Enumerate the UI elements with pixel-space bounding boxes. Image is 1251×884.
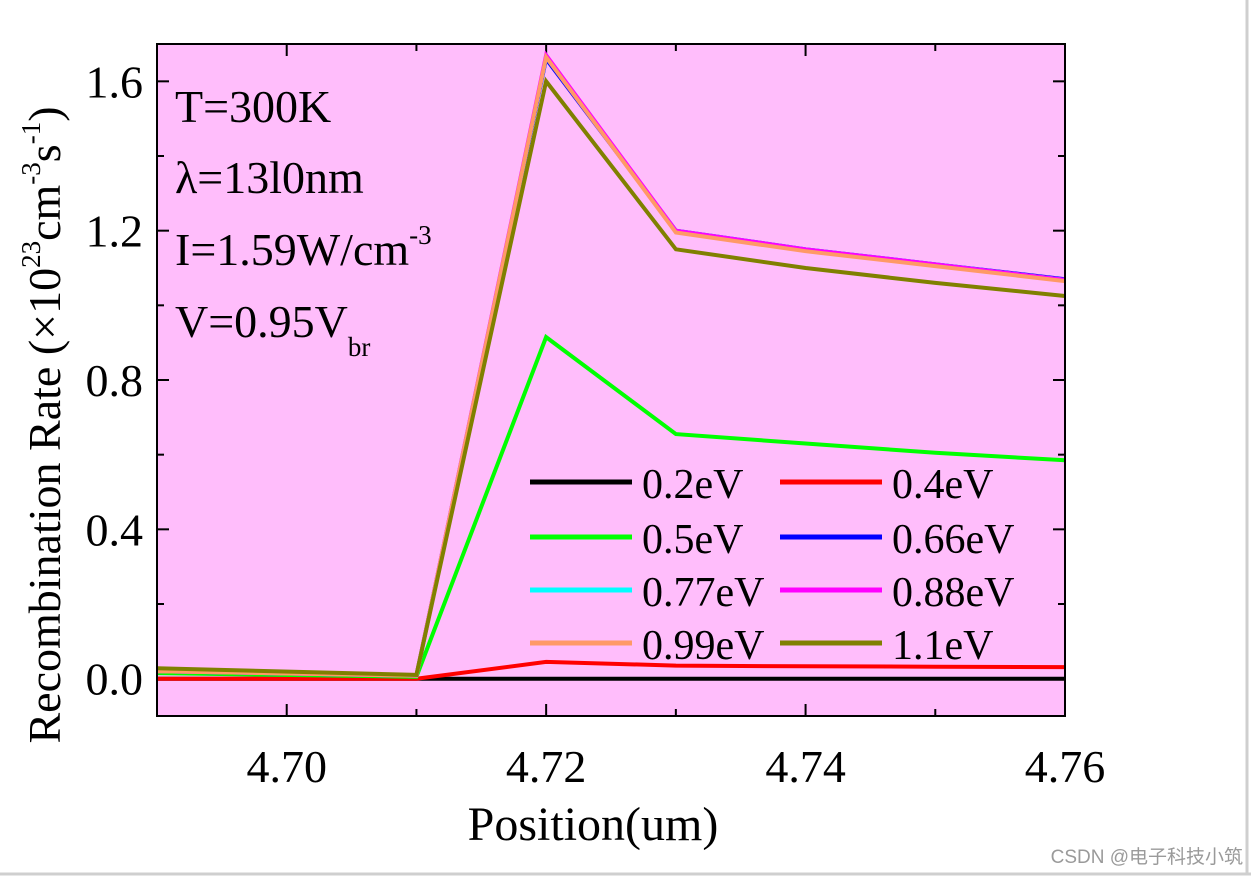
y-tick-label: 0.4 <box>86 504 144 555</box>
x-tick-label: 4.76 <box>1025 741 1106 792</box>
legend-label-0-88eV: 0.88eV <box>892 570 1014 616</box>
legend-label-0-77eV: 0.77eV <box>642 570 764 616</box>
legend-label-0-99eV: 0.99eV <box>642 623 764 669</box>
y-label-unit2: s <box>19 144 70 162</box>
y-tick-label: 0.8 <box>86 355 144 406</box>
annotation-voltage: V=0.95Vbr <box>175 296 370 362</box>
series-line-1-1eV <box>156 76 1066 677</box>
legend-label-0-4eV: 0.4eV <box>892 462 993 508</box>
y-tick-label: 1.6 <box>86 56 144 107</box>
legend-label-1-1eV: 1.1eV <box>892 623 993 669</box>
y-tick-label: 1.2 <box>86 206 144 257</box>
y-label-exp1: 23 <box>16 241 46 268</box>
x-axis-label: Position(um) <box>468 798 719 851</box>
data-series <box>156 50 1066 681</box>
legend-label-0-5eV: 0.5eV <box>642 517 743 563</box>
annotation-intensity: I=1.59W/cm-3 <box>175 220 432 275</box>
voltage-subscript: br <box>348 332 371 362</box>
x-tick-label: 4.74 <box>765 741 846 792</box>
voltage-main: V=0.95V <box>175 296 348 347</box>
legend: 0.2eV 0.4eV 0.5eV 0.66eV 0.77eV 0.88eV 0.99eV 1… <box>530 462 1014 669</box>
plot-frame <box>156 43 1066 717</box>
annotation-temperature: T=300K <box>175 81 331 132</box>
y-label-unit1: cm <box>19 184 70 240</box>
plot-area-background <box>157 44 1065 716</box>
tick-labels: 4.70 4.72 4.74 4.76 0.0 0.4 0.8 1.2 1.6 <box>86 56 1106 792</box>
y-label-exp2: -3 <box>16 162 46 185</box>
y-label-exp3: -1 <box>16 122 46 145</box>
y-axis-label: Recombination Rate (×1023cm-3s-1) <box>16 106 70 743</box>
x-tick-label: 4.70 <box>246 741 327 792</box>
y-label-main: Recombination Rate (×10 <box>19 268 70 744</box>
watermark: CSDN @电子科技小筑 <box>1050 847 1243 868</box>
y-tick-label: 0.0 <box>86 654 144 705</box>
legend-label-0-2eV: 0.2eV <box>642 462 743 508</box>
y-label-close: ) <box>19 106 70 121</box>
intensity-main: I=1.59W/cm <box>175 224 409 275</box>
annotation-wavelength: λ=13l0nm <box>175 152 364 203</box>
x-tick-label: 4.72 <box>506 741 587 792</box>
legend-label-0-66eV: 0.66eV <box>892 517 1014 563</box>
intensity-exponent: -3 <box>409 220 432 250</box>
